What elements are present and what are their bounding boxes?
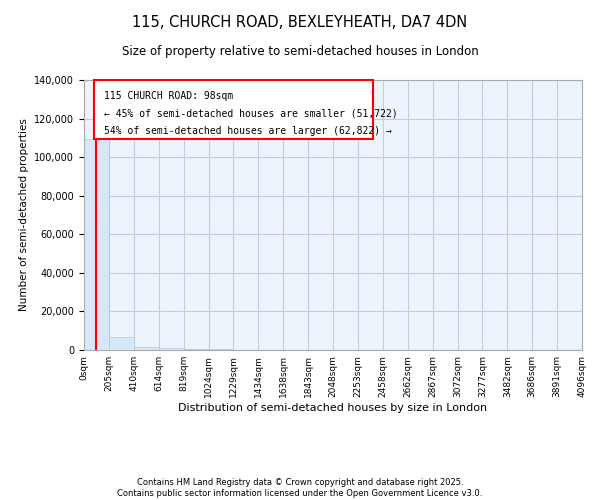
Y-axis label: Number of semi-detached properties: Number of semi-detached properties — [19, 118, 29, 312]
X-axis label: Distribution of semi-detached houses by size in London: Distribution of semi-detached houses by … — [178, 402, 488, 412]
Bar — [134, 346, 158, 350]
Bar — [184, 349, 209, 350]
Text: ← 45% of semi-detached houses are smaller (51,722): ← 45% of semi-detached houses are smalle… — [104, 108, 398, 118]
Text: 54% of semi-detached houses are larger (62,822) →: 54% of semi-detached houses are larger (… — [104, 126, 392, 136]
FancyBboxPatch shape — [94, 80, 373, 140]
Text: 115 CHURCH ROAD: 98sqm: 115 CHURCH ROAD: 98sqm — [104, 91, 233, 101]
Text: Contains HM Land Registry data © Crown copyright and database right 2025.
Contai: Contains HM Land Registry data © Crown c… — [118, 478, 482, 498]
Text: Size of property relative to semi-detached houses in London: Size of property relative to semi-detach… — [122, 45, 478, 58]
Bar — [84, 139, 109, 350]
Bar — [109, 338, 134, 350]
Text: 115, CHURCH ROAD, BEXLEYHEATH, DA7 4DN: 115, CHURCH ROAD, BEXLEYHEATH, DA7 4DN — [133, 15, 467, 30]
Bar — [158, 348, 184, 350]
